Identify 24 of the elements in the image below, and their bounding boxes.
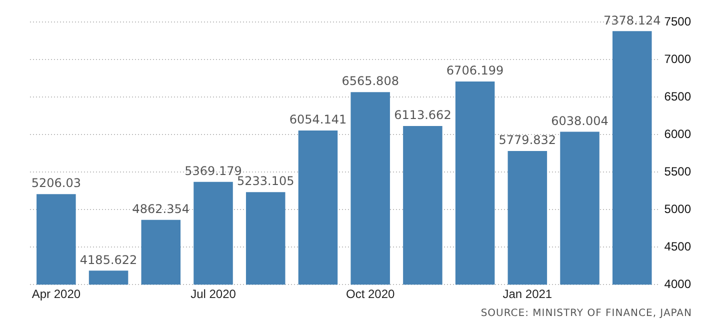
data-label: 5233.105 (236, 174, 294, 188)
y-tick-label: 7500 (664, 14, 692, 28)
data-label: 5206.03 (31, 176, 81, 190)
data-label: 4185.622 (80, 252, 138, 267)
y-tick-label: 4500 (664, 239, 692, 254)
data-label: 4862.354 (132, 202, 190, 216)
x-tick-label: Apr 2020 (32, 287, 81, 302)
y-tick-label: 4000 (664, 276, 692, 291)
data-label: 6038.004 (551, 114, 608, 128)
data-label: 6565.808 (342, 74, 399, 88)
x-tick-label: Jul 2020 (190, 287, 236, 302)
y-tick-label: 6500 (664, 89, 692, 104)
y-tick-label: 5000 (664, 202, 692, 216)
y-tick-label: 7000 (664, 52, 692, 66)
x-tick-label: Jan 2021 (502, 287, 552, 302)
y-tick-label: 5500 (664, 164, 692, 178)
data-label: 5779.832 (498, 133, 556, 148)
data-label: 6113.662 (394, 108, 452, 122)
data-label: 6054.141 (289, 112, 347, 127)
data-label: 6706.199 (446, 64, 504, 78)
source-note: SOURCE: MINISTRY OF FINANCE, JAPAN (480, 308, 692, 319)
y-tick-label: 6000 (664, 126, 692, 141)
data-label: 7378.124 (603, 13, 661, 28)
x-tick-label: Oct 2020 (346, 287, 396, 302)
